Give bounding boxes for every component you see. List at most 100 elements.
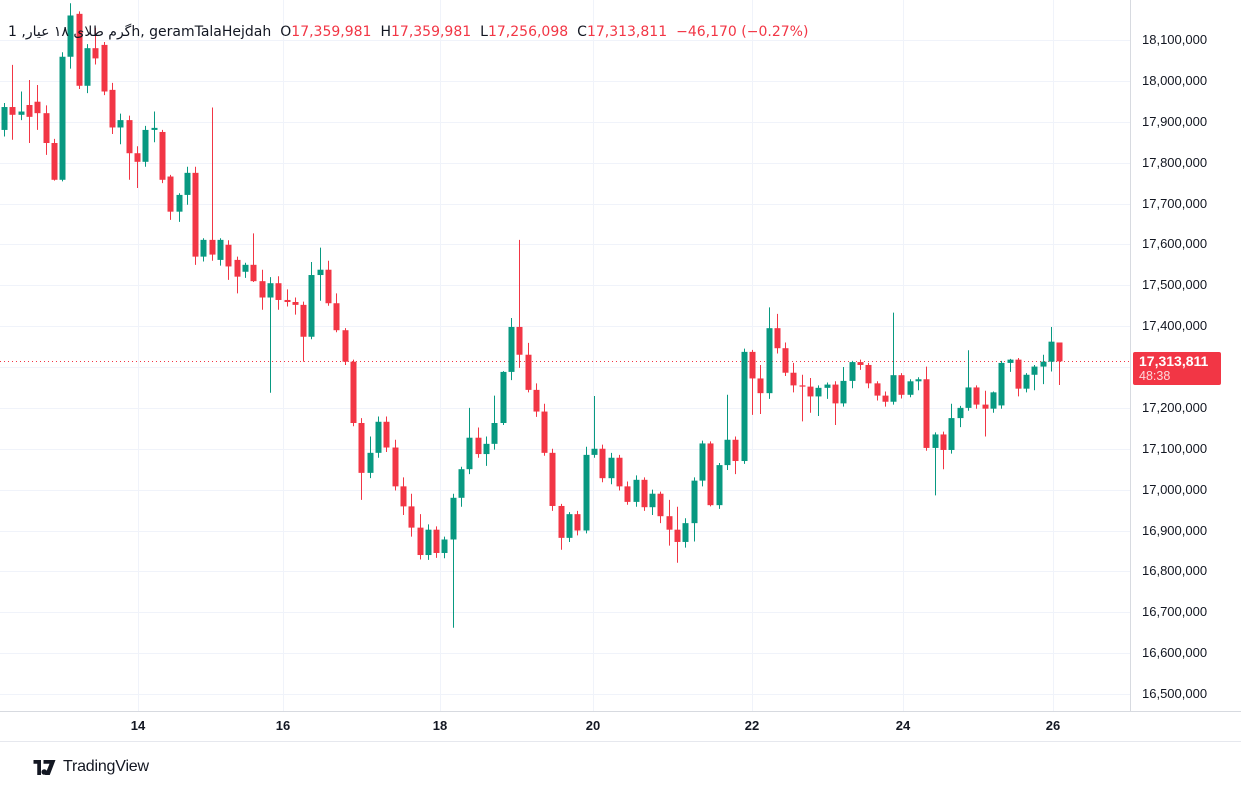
last-price-value: 17,313,811 (1139, 352, 1209, 369)
candle-body (574, 514, 581, 531)
candle-body (192, 172, 199, 257)
candle-body (375, 421, 382, 453)
candle-body (558, 505, 565, 538)
open-value: 17,359,981 (291, 24, 372, 40)
candle-body (857, 362, 864, 365)
candle-body (674, 529, 681, 542)
price-axis-label: 17,500,000 (1142, 277, 1208, 293)
candle-body (774, 328, 781, 349)
candle-body (284, 299, 291, 303)
candle-body (932, 434, 939, 448)
candle-body (516, 326, 523, 355)
candle-body (167, 176, 174, 212)
candle-body (874, 383, 881, 396)
chart-pane[interactable] (0, 0, 1130, 711)
candle-body (865, 364, 872, 384)
candle-body (500, 371, 507, 423)
candle-body (973, 387, 980, 405)
candle-body (1040, 361, 1047, 367)
low-value: 17,256,098 (487, 24, 569, 40)
candle-body (882, 395, 889, 402)
candle-body (234, 259, 241, 277)
price-axis-label: 17,200,000 (1142, 399, 1208, 415)
candle-body (1023, 374, 1030, 389)
open-label: O (280, 24, 292, 40)
candle-body (682, 523, 689, 542)
candle-body (117, 120, 124, 128)
candle-body (176, 194, 183, 212)
candle-body (948, 418, 955, 450)
time-axis-label: 24 (895, 718, 911, 733)
price-axis-label: 17,800,000 (1142, 154, 1208, 170)
candle-body (890, 375, 897, 402)
candle-body (142, 129, 149, 162)
candle-body (940, 434, 947, 450)
candle-body (9, 107, 16, 115)
candle-body (832, 384, 839, 404)
candle-body (425, 529, 432, 556)
time-axis[interactable]: 14 16 18 20 22 24 26 (0, 711, 1241, 742)
candle-body (292, 302, 299, 305)
symbol-title[interactable]: گرم طلای ۱۸ عیار, 1h, geramTalaHejdah (8, 24, 272, 40)
candle-body (583, 454, 590, 531)
candle-body (691, 480, 698, 524)
candle-body (26, 104, 33, 117)
price-axis-label: 17,900,000 (1142, 113, 1208, 129)
candle-body (441, 539, 448, 553)
candle-body (308, 275, 315, 337)
candle-body (624, 486, 631, 502)
time-axis-label: 14 (130, 718, 146, 733)
tradingview-logo[interactable]: TradingView (33, 758, 149, 776)
candle-body (151, 127, 158, 130)
candle-body (957, 407, 964, 419)
time-axis-label: 22 (744, 718, 760, 733)
candle-body (367, 452, 374, 473)
candle-body (475, 437, 482, 455)
last-price-badge: 17,313,811 48:38 (1133, 351, 1221, 385)
candle-body (824, 384, 831, 388)
candle-body (76, 13, 83, 86)
candle-body (898, 375, 905, 395)
candle-body (342, 330, 349, 362)
candle-body (657, 493, 664, 517)
candle-body (259, 281, 266, 298)
candle-body (1048, 341, 1055, 362)
price-axis-label: 17,600,000 (1142, 236, 1208, 252)
price-axis-label: 16,600,000 (1142, 645, 1208, 661)
candle-body (508, 326, 515, 372)
candle-body (1015, 359, 1022, 389)
candle-body (982, 404, 989, 409)
candle-body (450, 497, 457, 540)
candle-body (333, 303, 340, 331)
bar-countdown: 48:38 (1139, 368, 1171, 383)
candle-body (649, 493, 656, 508)
candle-body (998, 362, 1005, 406)
candle-body (724, 439, 731, 466)
close-value: 17,313,811 (586, 24, 668, 40)
change-value: −46,170 (−0.27%) (676, 24, 809, 40)
candle-body (741, 351, 748, 462)
candle-body (1056, 342, 1063, 362)
candle-body (782, 348, 789, 373)
candle-body (109, 89, 116, 128)
symbol-legend: گرم طلای ۱۸ عیار, 1h, geramTalaHejdah O17… (8, 24, 808, 41)
candle-body (965, 387, 972, 408)
price-axis-label: 16,800,000 (1142, 563, 1208, 579)
candle-body (1007, 359, 1014, 363)
price-axis-label: 18,000,000 (1142, 72, 1208, 88)
candle-body (591, 448, 598, 455)
candle-body (184, 172, 191, 195)
candle-body (458, 469, 465, 498)
price-axis-label: 16,700,000 (1142, 604, 1208, 620)
candle-body (1, 107, 8, 130)
candle-body (466, 437, 473, 470)
candle-body (392, 447, 399, 487)
candle-body (923, 379, 930, 448)
candle-body (566, 514, 573, 538)
candle-body (51, 143, 58, 180)
price-axis-label: 16,900,000 (1142, 522, 1208, 538)
candle-body (126, 120, 133, 154)
price-axis-label: 17,100,000 (1142, 440, 1208, 456)
candle-body (317, 269, 324, 276)
candle-body (242, 264, 249, 272)
